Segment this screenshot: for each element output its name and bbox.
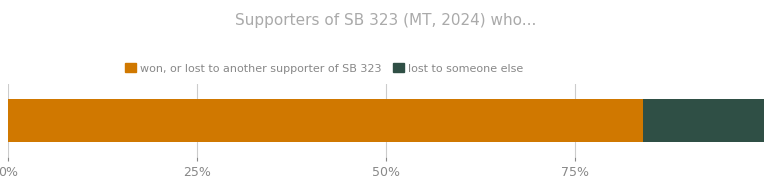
- Legend: won, or lost to another supporter of SB 323, lost to someone else: won, or lost to another supporter of SB …: [120, 59, 528, 78]
- Bar: [643, 99, 764, 142]
- Text: Supporters of SB 323 (MT, 2024) who...: Supporters of SB 323 (MT, 2024) who...: [235, 13, 537, 28]
- Bar: [8, 99, 643, 142]
